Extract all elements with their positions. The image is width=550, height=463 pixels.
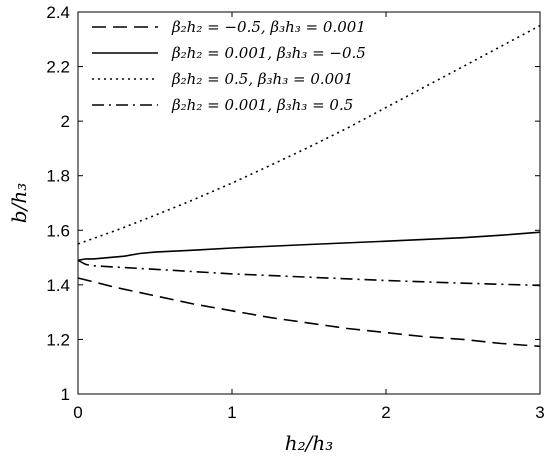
y-tick-label: 1.6 [46, 221, 70, 240]
series-layer [77, 24, 541, 348]
legend-label-0: β₂h₂ = −0.5, β₃h₃ = 0.001 [171, 18, 366, 36]
y-tick-label: 1.4 [46, 276, 70, 295]
x-tick-label: 1 [227, 403, 236, 422]
y-tick-label: 2.4 [46, 3, 70, 22]
x-tick-label: 2 [381, 403, 390, 422]
y-tick-label: 1.2 [46, 330, 70, 349]
legend-label-3: β₂h₂ = 0.001, β₃h₃ = 0.5 [171, 96, 353, 114]
x-axis-label: h₂/h₃ [285, 431, 334, 455]
y-tick-label: 2.2 [46, 58, 70, 77]
x-tick-label: 3 [535, 403, 544, 422]
legend: β₂h₂ = −0.5, β₃h₃ = 0.001 β₂h₂ = 0.001, … [92, 18, 366, 114]
ticks-layer: 0 1 2 311.21.41.61.822.22.4 [46, 3, 544, 422]
y-tick-label: 1.8 [46, 167, 70, 186]
x-tick-label: 0 [73, 403, 82, 422]
y-tick-label: 1 [61, 385, 70, 404]
legend-label-2: β₂h₂ = 0.5, β₃h₃ = 0.001 [171, 70, 353, 88]
series-line-0 [77, 277, 541, 348]
legend-label-1: β₂h₂ = 0.001, β₃h₃ = −0.5 [171, 44, 366, 62]
y-tick-label: 2 [61, 112, 70, 131]
plot-area [77, 11, 541, 395]
y-axis-label: b/h₃ [7, 183, 31, 223]
series-line-1 [77, 231, 541, 262]
